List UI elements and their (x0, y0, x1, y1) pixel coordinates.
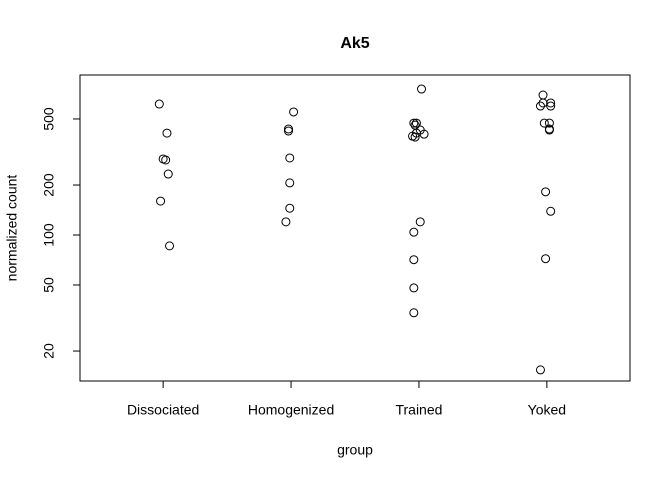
point (281, 217, 291, 227)
point (156, 196, 166, 206)
point (541, 187, 551, 197)
point (546, 206, 556, 216)
y-tick-label: 200 (41, 173, 57, 197)
point (544, 118, 554, 128)
point (285, 153, 295, 163)
point (535, 101, 545, 111)
point (546, 98, 556, 108)
point (417, 84, 427, 94)
point (538, 90, 548, 100)
point (411, 118, 421, 128)
y-tick-label: 100 (41, 223, 57, 247)
x-tick-label: Yoked (528, 402, 566, 418)
point (283, 126, 293, 136)
y-axis-label: normalized count (4, 175, 20, 282)
point (539, 118, 549, 128)
x-tick-label: Trained (395, 402, 442, 418)
x-tick-label: Dissociated (127, 402, 199, 418)
chart-title: Ak5 (340, 35, 369, 52)
point (289, 107, 299, 117)
point (285, 178, 295, 188)
point (415, 217, 425, 227)
point (161, 155, 171, 165)
x-tick-label: Homogenized (248, 402, 334, 418)
point (419, 129, 429, 139)
point (163, 169, 173, 179)
point (154, 99, 164, 109)
point (541, 254, 551, 264)
point (162, 128, 172, 138)
point (285, 203, 295, 213)
point (410, 120, 420, 130)
point (409, 308, 419, 318)
point (409, 227, 419, 237)
y-tick-label: 50 (41, 277, 57, 293)
point (283, 124, 293, 134)
point (546, 101, 556, 111)
point (165, 241, 175, 251)
y-tick-label: 20 (41, 343, 57, 359)
point (409, 283, 419, 293)
point (535, 365, 545, 375)
y-tick-label: 500 (41, 107, 57, 131)
point (410, 132, 420, 142)
point (409, 255, 419, 265)
point (409, 118, 419, 128)
point (544, 125, 554, 135)
x-axis-label: group (337, 442, 373, 458)
